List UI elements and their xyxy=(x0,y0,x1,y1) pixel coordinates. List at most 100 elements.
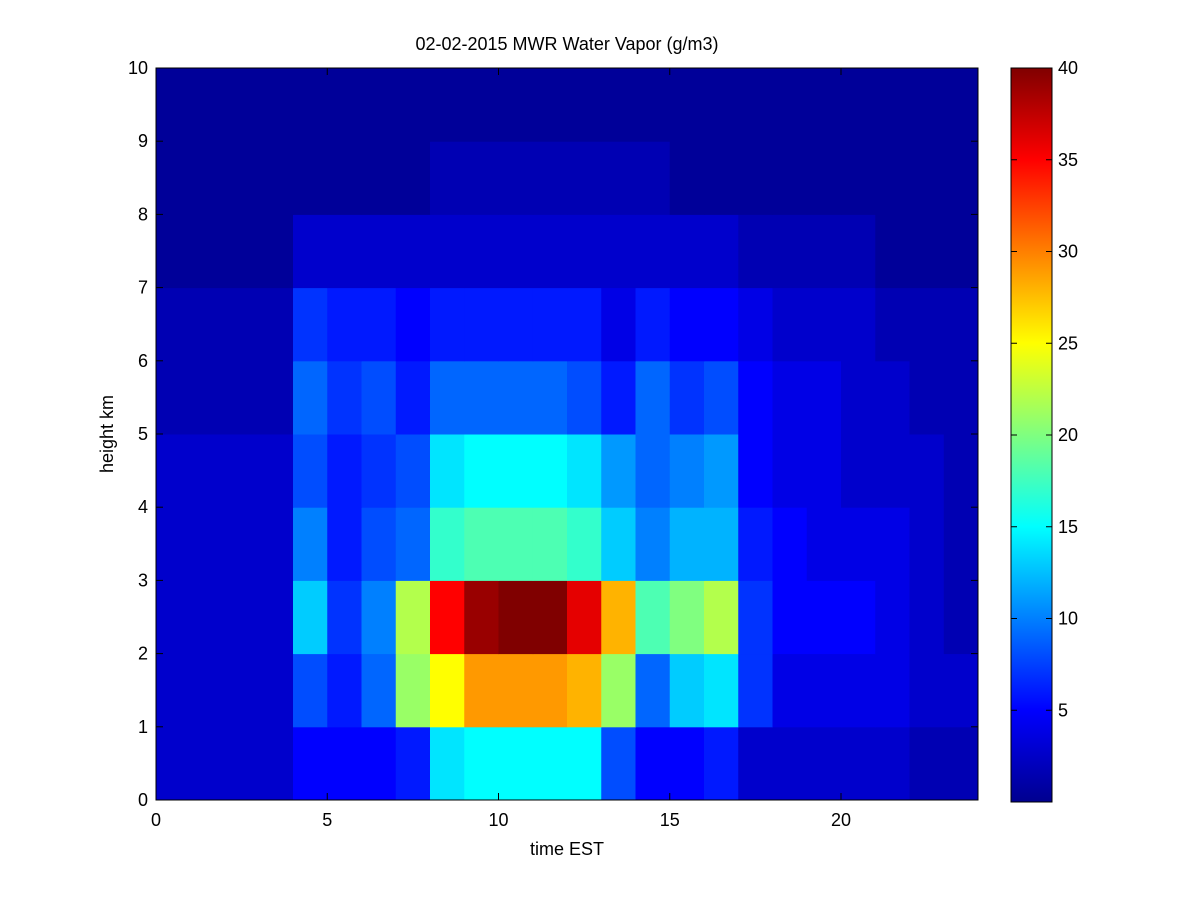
heatmap-cells xyxy=(156,68,979,801)
heatmap-cell xyxy=(772,287,808,362)
heatmap-cell xyxy=(806,653,842,728)
heatmap-cell xyxy=(943,214,979,289)
heatmap-cell xyxy=(156,141,191,215)
heatmap-cell xyxy=(738,653,773,728)
heatmap-cell xyxy=(498,507,534,581)
heatmap-cell xyxy=(464,653,499,728)
heatmap-cell xyxy=(532,287,568,362)
heatmap-cell xyxy=(806,287,842,362)
heatmap-cell xyxy=(156,580,191,655)
heatmap-cell xyxy=(909,287,945,362)
heatmap-cell xyxy=(190,287,225,362)
heatmap-cell xyxy=(738,68,773,142)
heatmap-cell xyxy=(156,214,191,289)
heatmap-cell xyxy=(704,507,739,581)
heatmap-cell xyxy=(156,360,191,435)
heatmap-cell xyxy=(841,507,876,581)
colorbar-ticks: 5 10 15 20 25 30 35 40 xyxy=(1011,58,1078,720)
heatmap-cell xyxy=(361,287,397,362)
heatmap-cell xyxy=(738,726,773,801)
heatmap-cell xyxy=(156,287,191,362)
heatmap-cell xyxy=(190,360,225,435)
heatmap-cell xyxy=(806,141,842,215)
heatmap-cell xyxy=(772,214,808,289)
heatmap-cell xyxy=(430,726,465,801)
heatmap-cell xyxy=(704,141,739,215)
y-tick-label: 0 xyxy=(138,790,148,810)
heatmap-cell xyxy=(772,653,808,728)
heatmap-cell xyxy=(532,434,568,508)
heatmap-cell xyxy=(395,360,431,435)
heatmap-cell xyxy=(772,726,808,801)
heatmap-cell xyxy=(361,360,397,435)
heatmap-cell xyxy=(430,434,465,508)
heatmap-cell xyxy=(806,434,842,508)
heatmap-cell xyxy=(772,580,808,655)
colorbar-tick-label: 30 xyxy=(1058,242,1078,262)
x-axis-label: time EST xyxy=(530,839,604,859)
heatmap-cell xyxy=(190,507,225,581)
heatmap-cell xyxy=(738,580,773,655)
heatmap-cell xyxy=(156,507,191,581)
colorbar-tick-label: 25 xyxy=(1058,333,1078,353)
heatmap-cell xyxy=(156,726,191,801)
heatmap-cell xyxy=(772,141,808,215)
heatmap-cell xyxy=(909,726,945,801)
heatmap-cell xyxy=(224,141,260,215)
heatmap-cell xyxy=(293,287,328,362)
heatmap-cell xyxy=(293,434,328,508)
heatmap-cell xyxy=(498,434,534,508)
heatmap-cell xyxy=(156,434,191,508)
heatmap-cell xyxy=(430,580,465,655)
heatmap-cell xyxy=(190,434,225,508)
heatmap-cell xyxy=(498,141,534,215)
heatmap-cell xyxy=(875,580,910,655)
heatmap-cell xyxy=(498,214,534,289)
heatmap-cell xyxy=(738,434,773,508)
heatmap-cell xyxy=(293,214,328,289)
heatmap-cell xyxy=(532,580,568,655)
heatmap-cell xyxy=(190,726,225,801)
heatmap-cell xyxy=(293,580,328,655)
colorbar-tick-label: 40 xyxy=(1058,58,1078,78)
y-tick-label: 3 xyxy=(138,570,148,590)
heatmap-cell xyxy=(258,434,294,508)
heatmap-cell xyxy=(669,580,705,655)
heatmap-cell xyxy=(567,360,602,435)
colorbar xyxy=(1010,67,1053,803)
heatmap-cell xyxy=(806,580,842,655)
heatmap-cell xyxy=(224,214,260,289)
heatmap-cell xyxy=(635,141,671,215)
heatmap-cell xyxy=(943,68,979,142)
heatmap-cell xyxy=(293,726,328,801)
heatmap-cell xyxy=(772,68,808,142)
y-tick-label: 10 xyxy=(128,58,148,78)
heatmap-cell xyxy=(635,214,671,289)
y-tick-label: 7 xyxy=(138,278,148,298)
colorbar-tick-label: 15 xyxy=(1058,517,1078,537)
heatmap-cell xyxy=(361,434,397,508)
heatmap-cell xyxy=(532,68,568,142)
y-tick-label: 4 xyxy=(138,497,148,517)
heatmap-cell xyxy=(190,141,225,215)
heatmap-cell xyxy=(327,434,362,508)
heatmap-cell xyxy=(567,141,602,215)
heatmap-cell xyxy=(738,287,773,362)
heatmap-cell xyxy=(909,360,945,435)
heatmap-cell xyxy=(567,653,602,728)
heatmap-cell xyxy=(293,141,328,215)
heatmap-cell xyxy=(498,653,534,728)
heatmap-cell xyxy=(909,434,945,508)
heatmap-cell xyxy=(841,653,876,728)
heatmap-cell xyxy=(498,580,534,655)
heatmap-cell xyxy=(327,68,362,142)
heatmap-cell xyxy=(635,434,671,508)
heatmap-cell xyxy=(293,653,328,728)
heatmap-cell xyxy=(601,360,636,435)
heatmap-cell xyxy=(738,360,773,435)
heatmap-cell xyxy=(327,726,362,801)
y-tick-label: 2 xyxy=(138,644,148,664)
heatmap-cell xyxy=(669,434,705,508)
heatmap-cell xyxy=(841,214,876,289)
